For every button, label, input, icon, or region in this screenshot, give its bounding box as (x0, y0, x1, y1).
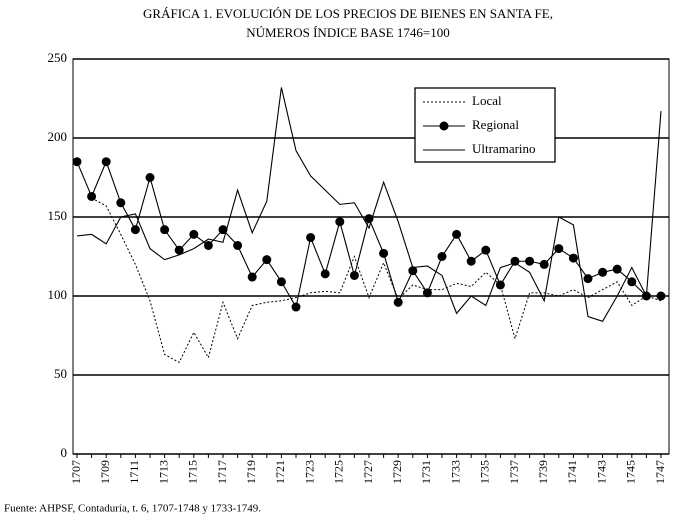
data-point (203, 240, 213, 250)
data-point (598, 267, 608, 277)
x-tick-label: 1737 (507, 460, 521, 484)
x-tick-label: 1711 (127, 460, 141, 484)
x-tick-label: 1727 (361, 460, 375, 484)
x-tick-label: 1741 (565, 460, 579, 484)
x-tick-label: 1735 (478, 460, 492, 484)
series-line (76, 160, 661, 309)
data-point (72, 157, 82, 167)
data-point (130, 225, 140, 235)
y-tick-label: 50 (54, 366, 67, 381)
x-tick-label: 1721 (273, 460, 287, 484)
data-point (627, 277, 637, 287)
data-point (335, 217, 345, 227)
y-tick-label: 200 (48, 129, 68, 144)
data-point (320, 269, 330, 279)
data-point (262, 255, 272, 265)
x-tick-label: 1715 (186, 460, 200, 484)
x-tick-label: 1729 (390, 460, 404, 484)
x-tick-label: 1745 (624, 460, 638, 484)
x-tick-label: 1747 (653, 460, 667, 484)
data-point (568, 253, 578, 263)
data-point (525, 256, 535, 266)
plot-frame (72, 58, 670, 455)
data-point (189, 229, 199, 239)
data-point (612, 264, 622, 274)
x-tick-label: 1739 (536, 460, 550, 484)
x-tick-label: 1709 (98, 460, 112, 484)
source-note: Fuente: AHPSF, Contaduría, t. 6, 1707-17… (4, 503, 261, 515)
x-tick-label: 1743 (594, 460, 608, 484)
data-point (87, 191, 97, 201)
legend-marker (439, 121, 449, 131)
data-point (408, 266, 418, 276)
x-tick-label: 1731 (419, 460, 433, 484)
x-tick-label: 1719 (244, 460, 258, 484)
data-point (247, 272, 257, 282)
y-tick-label: 250 (48, 50, 68, 65)
data-point (495, 280, 505, 290)
x-tick-label: 1713 (156, 460, 170, 484)
x-tick-label: 1723 (302, 460, 316, 484)
data-point (306, 233, 316, 243)
data-point (349, 270, 359, 280)
data-point (116, 198, 126, 208)
series-line (91, 197, 662, 364)
data-point (145, 173, 155, 182)
data-point (291, 302, 301, 312)
data-point (160, 225, 170, 235)
data-point (452, 229, 462, 239)
y-tick-label: 100 (48, 287, 68, 302)
data-point (393, 297, 403, 307)
data-point (379, 248, 389, 258)
data-point (466, 256, 476, 266)
y-tick-label: 0 (61, 445, 68, 460)
data-point (101, 157, 111, 167)
data-point (554, 244, 564, 254)
data-point (656, 291, 666, 301)
x-tick-label: 1725 (332, 460, 346, 484)
x-tick-label: 1733 (448, 460, 462, 484)
x-tick-label: 1707 (69, 460, 83, 484)
data-point (233, 240, 243, 250)
chart-subtitle: NÚMEROS ÍNDICE BASE 1746=100 (246, 25, 449, 40)
legend-label: Ultramarino (472, 141, 536, 156)
legend-box (414, 87, 556, 163)
data-point (174, 245, 184, 255)
series-line (76, 87, 662, 322)
legend-label: Regional (472, 117, 519, 132)
data-point (583, 274, 593, 284)
legend-label: Local (472, 93, 502, 108)
data-point (276, 277, 286, 287)
data-point (481, 245, 491, 255)
data-point (437, 252, 447, 261)
data-point (422, 288, 432, 298)
data-point (539, 259, 549, 269)
x-tick-label: 1717 (215, 460, 229, 484)
chart-title: GRÁFICA 1. EVOLUCIÓN DE LOS PRECIOS DE B… (143, 6, 553, 21)
y-tick-label: 150 (48, 208, 68, 223)
data-point (218, 225, 228, 235)
